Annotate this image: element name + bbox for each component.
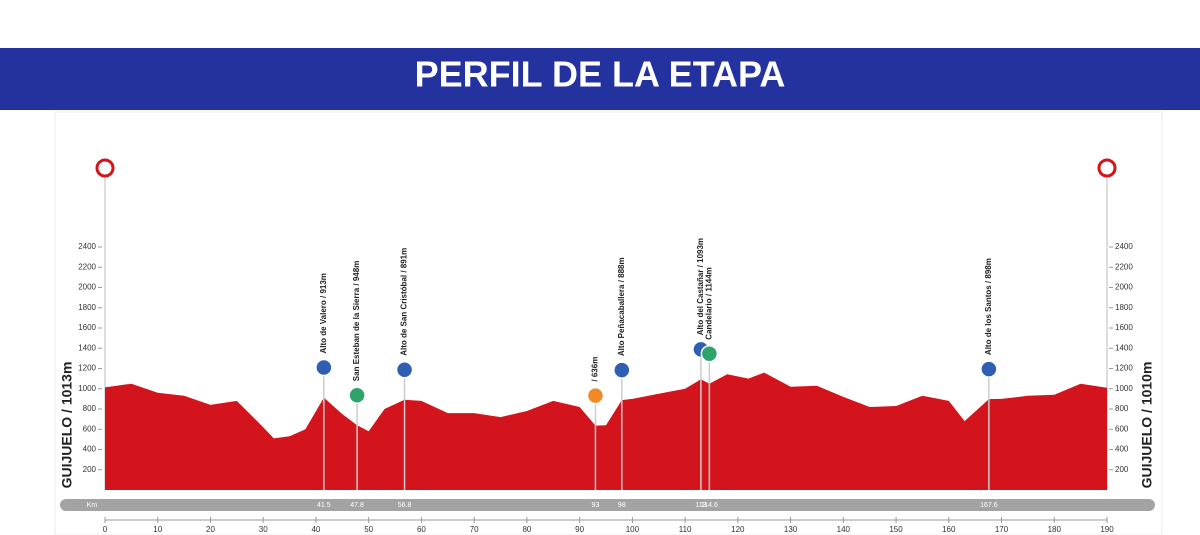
x-tick-label: 180 (1048, 525, 1062, 534)
x-tick-label: 100 (626, 525, 640, 534)
x-tick-label: 70 (470, 525, 479, 534)
finish-label: GUIJUELO / 1010m (1139, 362, 1155, 489)
y-tick-label-left: 2200 (78, 262, 96, 271)
marker-badge (700, 344, 719, 363)
finish-icon (1097, 158, 1117, 178)
x-tick-label: 160 (942, 525, 956, 534)
y-tick-label-right: 1800 (1115, 303, 1133, 312)
x-tick-label: 90 (575, 525, 584, 534)
y-tick-label-left: 800 (83, 404, 97, 413)
km-bar (60, 499, 1155, 511)
x-tick-label: 40 (311, 525, 320, 534)
marker-km: 56.8 (398, 502, 412, 509)
marker-km: 114.6 (701, 502, 718, 509)
marker-label: Alto de Valero / 913m (319, 273, 328, 353)
marker-label: Alto de los Santos / 898m (984, 258, 993, 355)
start-label: GUIJUELO / 1013m (59, 362, 75, 489)
y-tick-label-right: 2200 (1115, 262, 1133, 271)
y-tick-label-right: 1200 (1115, 364, 1133, 373)
x-tick-label: 120 (731, 525, 745, 534)
x-tick-label: 80 (522, 525, 531, 534)
y-tick-label-left: 200 (83, 465, 97, 474)
x-tick-label: 0 (103, 525, 108, 534)
marker-badge (613, 361, 631, 379)
marker-label: Candelario / 1144m (704, 267, 713, 339)
x-tick-label: 10 (153, 525, 162, 534)
y-tick-label-right: 1000 (1115, 384, 1133, 393)
x-tick-label: 110 (679, 525, 692, 534)
banner (0, 48, 1200, 110)
marker-badge (586, 386, 605, 405)
banner-title: PERFIL DE LA ETAPA (415, 54, 786, 95)
y-tick-label-left: 1200 (78, 364, 96, 373)
marker-label: / 636m (591, 357, 600, 382)
y-tick-label-right: 400 (1115, 445, 1129, 454)
y-tick-label-right: 1600 (1115, 323, 1133, 332)
x-tick-label: 140 (837, 525, 851, 534)
marker-badge (395, 361, 414, 379)
y-tick-label-right: 200 (1115, 465, 1129, 474)
marker-label: Alto de San Cristóbal / 891m (400, 248, 409, 356)
y-tick-label-left: 2400 (78, 242, 96, 251)
marker-label: Alto del Castañar / 1093m (696, 238, 705, 335)
y-tick-label-left: 1800 (78, 303, 96, 312)
marker-km: 167.6 (980, 502, 998, 509)
marker-km: 113 (695, 502, 706, 509)
x-tick-label: 150 (889, 525, 903, 534)
marker-km: 98 (618, 502, 626, 509)
marker-badge (315, 358, 333, 377)
y-tick-label-right: 600 (1115, 424, 1129, 433)
start-icon (95, 158, 115, 178)
y-tick-label-left: 1000 (78, 384, 96, 393)
marker-km: 93 (592, 502, 600, 509)
y-tick-label-left: 600 (83, 424, 97, 433)
y-tick-label-right: 2400 (1115, 242, 1133, 251)
y-tick-label-right: 800 (1115, 404, 1129, 413)
marker-km: 41.5 (317, 502, 331, 509)
y-tick-label-right: 2000 (1115, 283, 1133, 292)
x-tick-label: 60 (417, 525, 426, 534)
marker-badge (348, 386, 366, 404)
marker-badge (980, 360, 998, 378)
x-tick-label: 30 (259, 525, 268, 534)
y-tick-label-left: 2000 (78, 283, 96, 292)
x-tick-label: 20 (206, 525, 215, 534)
marker-label: Alto Peñacaballera / 888m (617, 257, 626, 356)
y-tick-label-left: 1400 (78, 343, 96, 352)
x-tick-label: 50 (364, 525, 373, 534)
x-tick-label: 170 (995, 525, 1009, 534)
profile-area (105, 372, 1107, 490)
km-label: Km (87, 502, 98, 509)
y-tick-label-left: 1600 (78, 323, 96, 332)
marker-km: 47.8 (350, 502, 364, 509)
y-tick-label-left: 400 (83, 445, 97, 454)
x-tick-label: 190 (1100, 525, 1114, 534)
marker-label: San Esteban de la Sierra / 948m (352, 261, 361, 382)
x-tick-label: 130 (784, 525, 798, 534)
y-tick-label-right: 1400 (1115, 343, 1133, 352)
